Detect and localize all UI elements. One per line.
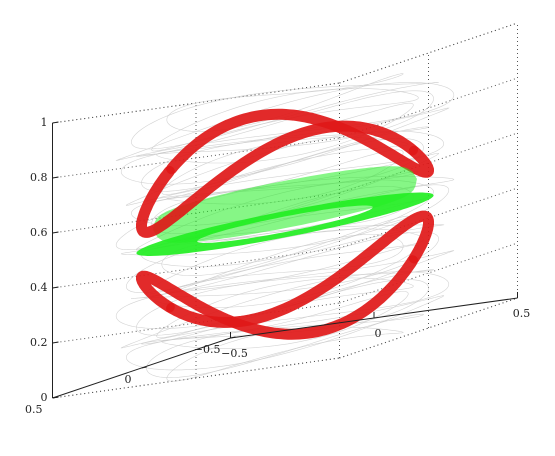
green-torus — [136, 166, 434, 256]
y-tick — [141, 366, 147, 369]
grid-line — [52, 247, 340, 289]
gray-trajectory — [166, 73, 404, 132]
y-tick — [230, 336, 236, 339]
gray-trajectory — [146, 313, 424, 378]
z-tick-label: 0.6 — [30, 226, 48, 239]
x-tick-label: 0.5 — [513, 307, 531, 320]
z-tick-label: 0.4 — [30, 281, 48, 294]
z-tick — [52, 176, 59, 179]
red-band-path — [136, 255, 418, 340]
gray-trajectory — [125, 295, 445, 371]
y-tick-label: 0 — [125, 373, 132, 386]
gray-trajectory — [120, 107, 450, 185]
axis-ticks: 00.20.40.60.810.50−0.5 −0.500.5 — [25, 116, 530, 416]
z-tick — [52, 286, 59, 289]
red-band-front — [136, 120, 418, 340]
red-band-path — [166, 108, 434, 178]
z-tick — [52, 121, 59, 124]
grid-line — [339, 187, 518, 249]
gray-trajectory — [151, 88, 419, 152]
gray-trajectory — [146, 228, 424, 295]
z-tick-label: 0.8 — [30, 171, 48, 184]
grid-line — [339, 242, 518, 304]
grid-line — [339, 297, 518, 359]
x-tick-label: 0 — [375, 327, 382, 340]
torus-ring — [136, 192, 434, 256]
z-tick-label: 1 — [41, 116, 48, 129]
z-tick — [52, 341, 59, 344]
gray-trajectory — [141, 126, 429, 192]
gray-trajectory — [166, 326, 404, 382]
z-tick-label: 0.2 — [30, 336, 48, 349]
grid-line — [339, 22, 518, 84]
y-tick — [52, 396, 58, 399]
gray-trajectory — [120, 271, 450, 349]
red-band-path — [136, 120, 418, 238]
grid-line — [339, 77, 518, 139]
z-tick — [52, 231, 59, 234]
grid-line — [339, 132, 518, 194]
gray-trajectory — [115, 82, 455, 161]
torus-body — [153, 166, 417, 243]
y-tick-label: −0.5 — [194, 343, 221, 356]
x-tick-label: −0.5 — [221, 347, 248, 360]
gray-trajectory — [156, 102, 414, 164]
y-tick-label: 0.5 — [25, 403, 43, 416]
z-tick-label: 0 — [41, 391, 48, 404]
